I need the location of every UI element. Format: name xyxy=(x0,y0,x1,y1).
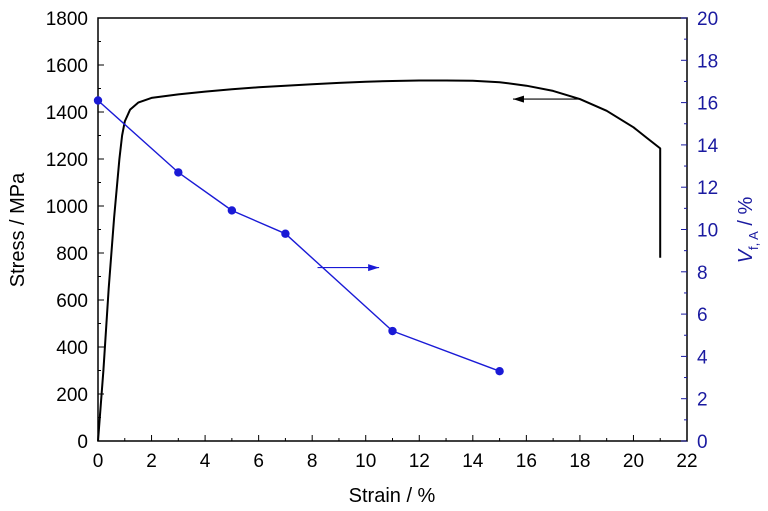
x-tick-label: 8 xyxy=(307,451,318,472)
y-right-tick-label: 16 xyxy=(697,94,718,115)
y-right-axis-title: Vf, A / % xyxy=(735,196,761,263)
arrow-head xyxy=(368,264,380,272)
x-axis: 0 2 4 6 8 10 12 14 16 18 20 22 xyxy=(93,435,698,472)
data-point xyxy=(227,206,237,215)
y-right-tick-label: 20 xyxy=(697,9,718,30)
y-left-tick-label: 1600 xyxy=(46,56,88,77)
series-layer xyxy=(93,79,662,442)
y-right-tick-label: 18 xyxy=(697,51,718,72)
y-left-tick-label: 400 xyxy=(56,338,88,359)
y-right-axis-title-sub: f, A xyxy=(746,231,761,250)
y-right-tick-label: 2 xyxy=(697,390,708,411)
y-left-tick-label: 1800 xyxy=(46,9,88,30)
y-right-tick-label: 6 xyxy=(697,305,708,326)
y-right-tick-label: 4 xyxy=(697,347,708,368)
y-right-tick-label: 10 xyxy=(697,221,718,242)
data-point xyxy=(495,367,504,376)
x-tick-label: 2 xyxy=(146,451,157,472)
x-tick-label: 4 xyxy=(200,451,211,472)
y-left-tick-label: 1000 xyxy=(46,197,88,218)
y-left-tick-label: 1200 xyxy=(46,150,88,171)
x-tick-label: 12 xyxy=(409,451,430,472)
x-tick-label: 14 xyxy=(462,451,484,472)
y-right-tick-label: 0 xyxy=(697,432,708,453)
y-left-axis: 0 200 400 600 800 1000 1200 1400 1600 1800 xyxy=(46,9,104,453)
y-left-tick-label: 800 xyxy=(56,244,88,265)
data-point xyxy=(174,168,183,177)
y-left-tick-label: 200 xyxy=(56,385,88,406)
y-right-axis-title-suffix: / % xyxy=(735,196,757,231)
x-tick-label: 10 xyxy=(355,451,376,472)
stress-strain-curve xyxy=(97,79,662,442)
y-left-axis-title: Stress / MPa xyxy=(7,172,29,287)
y-left-tick-label: 1400 xyxy=(46,103,88,124)
x-tick-label: 16 xyxy=(516,451,537,472)
x-tick-label: 20 xyxy=(623,451,644,472)
data-point xyxy=(93,96,103,105)
data-point xyxy=(281,229,290,238)
y-right-tick-label: 8 xyxy=(697,263,708,284)
volume-fraction-line xyxy=(97,99,500,372)
x-axis-title: Strain / % xyxy=(349,485,436,507)
y-right-tick-label: 12 xyxy=(697,178,718,199)
y-left-tick-label: 600 xyxy=(56,291,88,312)
x-tick-label: 18 xyxy=(569,451,590,472)
x-tick-label: 22 xyxy=(676,451,697,472)
data-point xyxy=(388,326,397,336)
arrow-head xyxy=(512,95,524,103)
y-right-tick-label: 14 xyxy=(697,136,719,157)
y-right-axis-title-var: V xyxy=(735,248,757,263)
y-left-tick-label: 0 xyxy=(77,432,88,453)
y-right-axis: 0 2 4 6 8 10 12 14 16 18 20 xyxy=(681,9,719,453)
x-tick-label: 0 xyxy=(93,451,104,472)
annotation-layer xyxy=(317,95,580,272)
x-tick-label: 6 xyxy=(253,451,264,472)
